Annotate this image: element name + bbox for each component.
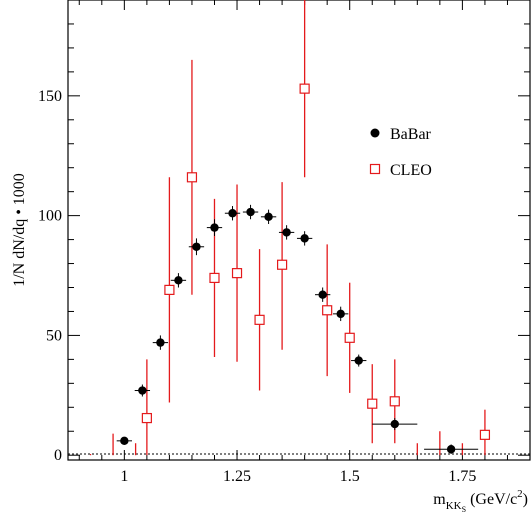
legend-label-cleo: CLEO [390, 162, 432, 179]
babar-data-point [318, 290, 327, 299]
y-tick-label: 50 [46, 327, 62, 344]
babar-data-point [174, 276, 183, 285]
babar-data-point [228, 209, 237, 218]
cleo-data-point [322, 305, 333, 316]
x-axis-title-subsub: S [462, 505, 466, 514]
cleo-data-point [367, 398, 378, 409]
plot-frame [67, 0, 531, 461]
y-axis-title: 1/N dN/dq • 1000 [11, 173, 28, 287]
cleo-data-point [479, 429, 491, 440]
x-tick-label: 1 [120, 468, 128, 485]
y-tick-label: 150 [38, 88, 62, 105]
cleo-data-point [389, 396, 400, 407]
cleo-data-point [344, 332, 355, 343]
y-tick-label: 100 [38, 208, 62, 225]
babar-series [116, 204, 479, 455]
legend-marker-babar [370, 128, 380, 138]
x-tick-label: 1.75 [448, 468, 476, 485]
cleo-data-point [254, 314, 265, 325]
y-axis-title-group: 1/N dN/dq • 1000 [11, 173, 28, 287]
x-axis-title-main: m [433, 491, 446, 508]
babar-data-point [336, 309, 345, 319]
legend: BaBar CLEO [369, 126, 432, 179]
x-axis-title-sup: 2 [517, 488, 523, 500]
babar-data-point [446, 445, 456, 454]
babar-data-point [246, 207, 255, 217]
cleo-data-point [141, 412, 152, 424]
babar-data-point [264, 212, 273, 222]
cleo-data-point [276, 259, 288, 270]
babar-data-point [138, 386, 147, 395]
babar-data-point [120, 436, 129, 446]
babar-data-point [282, 228, 291, 237]
legend-marker-cleo [369, 163, 381, 175]
x-tick-label: 1.25 [223, 468, 251, 485]
babar-data-point [390, 419, 399, 429]
x-axis-title-units: (GeV/c [470, 491, 517, 508]
x-axis-title: mKKS (GeV/c2) [433, 488, 528, 514]
cleo-data-point [231, 268, 243, 279]
cleo-data-point [186, 172, 198, 183]
cleo-data-point [164, 284, 175, 295]
x-tick-label: 1.5 [340, 468, 360, 485]
legend-label-babar: BaBar [390, 126, 432, 143]
x-axis-title-sub: KK [446, 500, 462, 512]
cleo-data-point [299, 83, 310, 94]
babar-data-point [156, 338, 165, 347]
x-axis-title-close: ) [523, 491, 528, 508]
babar-data-point [300, 234, 309, 243]
axis-ticks: 1 1.25 1.5 1.75 0 50 100 150 [38, 0, 530, 485]
babar-data-point [210, 223, 219, 232]
cleo-data-point [209, 272, 220, 284]
y-tick-label: 0 [54, 447, 62, 464]
babar-data-point [192, 242, 201, 251]
cleo-series [89, 0, 491, 456]
babar-data-point [354, 356, 363, 365]
